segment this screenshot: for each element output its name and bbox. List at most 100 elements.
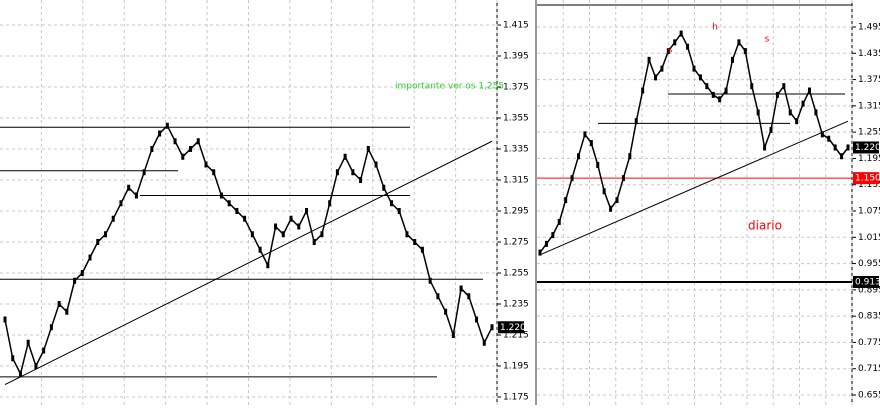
- candle: [173, 138, 177, 145]
- candle: [490, 324, 494, 331]
- annotation: h: [712, 23, 718, 33]
- candle: [737, 39, 741, 46]
- y-tick-label: 1.375: [503, 83, 529, 93]
- trendline: [4, 140, 493, 386]
- y-tick-label: 0.835: [858, 312, 880, 322]
- price-label-box: [498, 321, 524, 334]
- candle: [359, 177, 363, 183]
- candle: [281, 231, 285, 238]
- price-label: 1.220: [500, 323, 526, 333]
- y-tick-label: 1.395: [503, 52, 529, 62]
- candle: [451, 332, 455, 338]
- candle: [589, 140, 593, 147]
- y-tick-label: 1.355: [503, 114, 529, 124]
- y-tick-label: 1.495: [858, 23, 880, 33]
- candle: [189, 146, 193, 152]
- candle: [833, 144, 837, 151]
- candle: [196, 138, 200, 145]
- price-label: 1.150: [855, 174, 880, 184]
- candle: [413, 239, 417, 245]
- candle: [335, 169, 339, 176]
- candle: [724, 87, 728, 94]
- candle: [846, 144, 850, 151]
- annotation: s: [765, 35, 770, 45]
- candle: [827, 135, 831, 142]
- candle: [666, 48, 670, 55]
- candle: [570, 175, 574, 182]
- y-tick-label: 1.255: [858, 128, 880, 138]
- candle: [304, 208, 308, 214]
- candle: [673, 39, 677, 46]
- candle: [564, 197, 568, 204]
- candle: [258, 246, 262, 253]
- candle: [266, 262, 270, 269]
- candle: [820, 131, 824, 138]
- y-tick-label: 0.775: [858, 338, 880, 348]
- y-tick-label: 1.175: [503, 393, 529, 403]
- candle: [3, 316, 7, 323]
- y-tick-label: 1.215: [503, 331, 529, 341]
- candle: [654, 74, 657, 81]
- candle: [609, 205, 613, 212]
- candle: [615, 197, 619, 204]
- candle: [96, 239, 100, 245]
- candle: [801, 100, 805, 107]
- candle: [134, 192, 138, 199]
- candle: [351, 169, 355, 176]
- candle: [42, 347, 46, 354]
- candle: [436, 293, 440, 300]
- candle: [788, 109, 792, 116]
- candle: [312, 239, 316, 245]
- candle: [320, 231, 324, 238]
- candle: [756, 109, 760, 116]
- candle: [583, 131, 587, 138]
- candle: [34, 363, 38, 369]
- price-label-box: [853, 172, 879, 185]
- candle: [366, 146, 370, 152]
- candle: [343, 153, 347, 160]
- candle: [467, 293, 471, 300]
- y-tick-label: 1.315: [503, 176, 529, 186]
- candle: [227, 200, 231, 207]
- candle: [119, 200, 123, 207]
- y-tick-label: 0.955: [858, 259, 880, 269]
- candle: [235, 208, 239, 214]
- candle: [551, 232, 555, 239]
- candle: [165, 122, 169, 129]
- candle: [475, 316, 479, 323]
- candle: [596, 162, 600, 168]
- candle: [628, 153, 632, 160]
- candle: [602, 188, 606, 195]
- candle: [142, 169, 146, 176]
- y-tick-label: 1.075: [858, 207, 880, 217]
- candle: [103, 231, 107, 238]
- candle: [775, 91, 779, 98]
- candle: [782, 83, 786, 90]
- candle: [274, 223, 278, 230]
- candle: [711, 91, 715, 98]
- candle: [686, 43, 690, 50]
- candle: [814, 109, 818, 116]
- y-tick-label: 1.195: [503, 362, 529, 372]
- y-tick-label: 1.195: [858, 154, 880, 164]
- candle: [698, 74, 702, 81]
- candle: [181, 153, 185, 160]
- price-label-box: [853, 141, 879, 154]
- y-tick-label: 0.655: [858, 391, 880, 401]
- price-line: [4, 124, 493, 376]
- candle: [243, 215, 247, 222]
- candle: [289, 215, 293, 222]
- candle: [544, 240, 548, 247]
- candle: [73, 277, 77, 284]
- candle: [621, 175, 625, 182]
- y-tick-label: 1.335: [503, 145, 529, 155]
- candle: [18, 370, 22, 377]
- y-tick-label: 1.135: [858, 180, 880, 190]
- candle: [634, 118, 638, 125]
- y-tick-label: 1.295: [503, 207, 529, 217]
- candle: [328, 200, 332, 207]
- candle: [743, 48, 747, 55]
- y-tick-label: 1.375: [858, 75, 880, 85]
- candle: [26, 339, 30, 346]
- candle: [763, 144, 767, 151]
